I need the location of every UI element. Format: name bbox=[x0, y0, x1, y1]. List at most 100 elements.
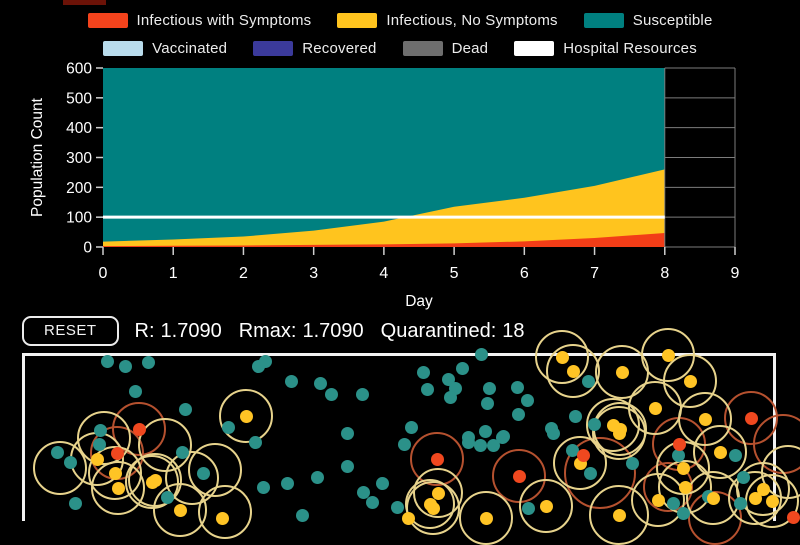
person-susceptible bbox=[375, 476, 389, 490]
person-infectious-symptoms bbox=[672, 437, 686, 451]
infection-radius-asymptomatic bbox=[165, 451, 219, 505]
person-susceptible bbox=[68, 496, 82, 510]
person-susceptible bbox=[587, 417, 601, 431]
person-susceptible bbox=[93, 423, 107, 437]
person-infectious-no-symptoms bbox=[706, 491, 720, 505]
person-infectious-no-symptoms bbox=[615, 365, 629, 379]
person-susceptible bbox=[178, 402, 192, 416]
person-susceptible bbox=[390, 500, 404, 514]
person-susceptible bbox=[443, 390, 457, 404]
legend-item-dead: Dead bbox=[402, 40, 489, 57]
person-susceptible bbox=[295, 508, 309, 522]
dead-swatch bbox=[402, 40, 443, 56]
infection-radius-asymptomatic bbox=[219, 389, 273, 443]
person-susceptible bbox=[310, 470, 324, 484]
reset-button[interactable]: RESET bbox=[22, 316, 119, 346]
person-susceptible bbox=[248, 435, 262, 449]
infectious-with-symptoms-swatch bbox=[87, 12, 128, 28]
person-infectious-symptoms bbox=[786, 510, 800, 524]
person-infectious-no-symptoms bbox=[539, 499, 553, 513]
recovered-label: Recovered bbox=[302, 39, 377, 57]
person-infectious-no-symptoms bbox=[215, 511, 229, 525]
person-susceptible bbox=[474, 347, 488, 361]
person-susceptible bbox=[455, 361, 469, 375]
legend-row: Vaccinated Recovered Dead Hospital Resource… bbox=[0, 34, 800, 62]
legend-item-infectious-with-symptoms: Infectious with Symptoms bbox=[87, 12, 312, 29]
hospital-resources-swatch bbox=[514, 40, 555, 56]
person-susceptible bbox=[280, 476, 294, 490]
susceptible-label: Susceptible bbox=[632, 11, 713, 29]
legend-row: Infectious with Symptoms Infectious, No S… bbox=[0, 6, 800, 34]
person-susceptible bbox=[313, 376, 327, 390]
person-susceptible bbox=[128, 384, 142, 398]
sim-border-top bbox=[22, 353, 776, 356]
person-susceptible bbox=[520, 393, 534, 407]
person-infectious-no-symptoms bbox=[651, 493, 665, 507]
vaccinated-swatch bbox=[103, 40, 144, 56]
person-infectious-no-symptoms bbox=[431, 486, 445, 500]
legend-item-susceptible: Susceptible bbox=[583, 11, 713, 29]
person-susceptible bbox=[100, 354, 114, 368]
person-susceptible bbox=[356, 485, 370, 499]
person-susceptible bbox=[486, 438, 500, 452]
person-susceptible bbox=[221, 420, 235, 434]
infection-radius-asymptomatic bbox=[33, 441, 87, 495]
infection-radius-asymptomatic bbox=[736, 462, 790, 516]
person-susceptible bbox=[676, 506, 690, 520]
person-susceptible bbox=[482, 381, 496, 395]
vaccinated-label: Vaccinated bbox=[152, 39, 228, 57]
infectious-no-symptoms-label: Infectious, No Symptoms bbox=[386, 11, 558, 29]
legend-item-hospital-resources: Hospital Resources bbox=[514, 40, 697, 57]
person-infectious-no-symptoms bbox=[401, 511, 415, 525]
person-susceptible bbox=[666, 496, 680, 510]
person-infectious-symptoms bbox=[576, 448, 590, 462]
person-susceptible bbox=[324, 387, 338, 401]
person-susceptible bbox=[625, 456, 639, 470]
person-infectious-no-symptoms bbox=[612, 508, 626, 522]
person-susceptible bbox=[480, 396, 494, 410]
person-susceptible bbox=[473, 438, 487, 452]
hospital-resources-label: Hospital Resources bbox=[563, 39, 697, 57]
person-infectious-no-symptoms bbox=[173, 503, 187, 517]
person-susceptible bbox=[510, 380, 524, 394]
person-susceptible bbox=[355, 387, 369, 401]
chart-legend: Infectious with Symptoms Infectious, No S… bbox=[0, 6, 800, 62]
infection-radius-asymptomatic bbox=[592, 406, 646, 460]
person-susceptible bbox=[365, 495, 379, 509]
stats-readout: R: 1.7090 Rmax: 1.7090 Quarantined: 18 bbox=[135, 320, 542, 343]
person-susceptible bbox=[511, 407, 525, 421]
person-susceptible bbox=[733, 496, 747, 510]
person-infectious-symptoms bbox=[512, 469, 526, 483]
person-susceptible bbox=[565, 443, 579, 457]
person-infectious-no-symptoms bbox=[678, 480, 692, 494]
person-susceptible bbox=[728, 448, 742, 462]
legend-item-vaccinated: Vaccinated bbox=[103, 40, 227, 57]
person-susceptible bbox=[258, 354, 272, 368]
person-susceptible bbox=[420, 382, 434, 396]
person-susceptible bbox=[256, 480, 270, 494]
legend-item-recovered: Recovered bbox=[253, 40, 376, 57]
person-susceptible bbox=[416, 365, 430, 379]
infection-radius-asymptomatic bbox=[77, 411, 131, 465]
sim-border-left bbox=[22, 353, 25, 521]
person-infectious-no-symptoms bbox=[108, 466, 122, 480]
person-infectious-no-symptoms bbox=[479, 511, 493, 525]
susceptible-swatch bbox=[583, 12, 624, 28]
person-infectious-symptoms bbox=[132, 422, 146, 436]
person-susceptible bbox=[671, 448, 685, 462]
person-infectious-no-symptoms bbox=[756, 482, 770, 496]
person-susceptible bbox=[521, 501, 535, 515]
person-infectious-no-symptoms bbox=[148, 473, 162, 487]
person-susceptible bbox=[92, 437, 106, 451]
person-susceptible bbox=[340, 459, 354, 473]
person-susceptible bbox=[397, 437, 411, 451]
person-infectious-no-symptoms bbox=[748, 491, 762, 505]
person-infectious-no-symptoms bbox=[661, 348, 675, 362]
person-susceptible bbox=[478, 424, 492, 438]
person-susceptible bbox=[196, 466, 210, 480]
person-susceptible bbox=[160, 490, 174, 504]
person-infectious-no-symptoms bbox=[713, 445, 727, 459]
person-susceptible bbox=[175, 445, 189, 459]
clipped-legend-swatch bbox=[63, 0, 106, 5]
